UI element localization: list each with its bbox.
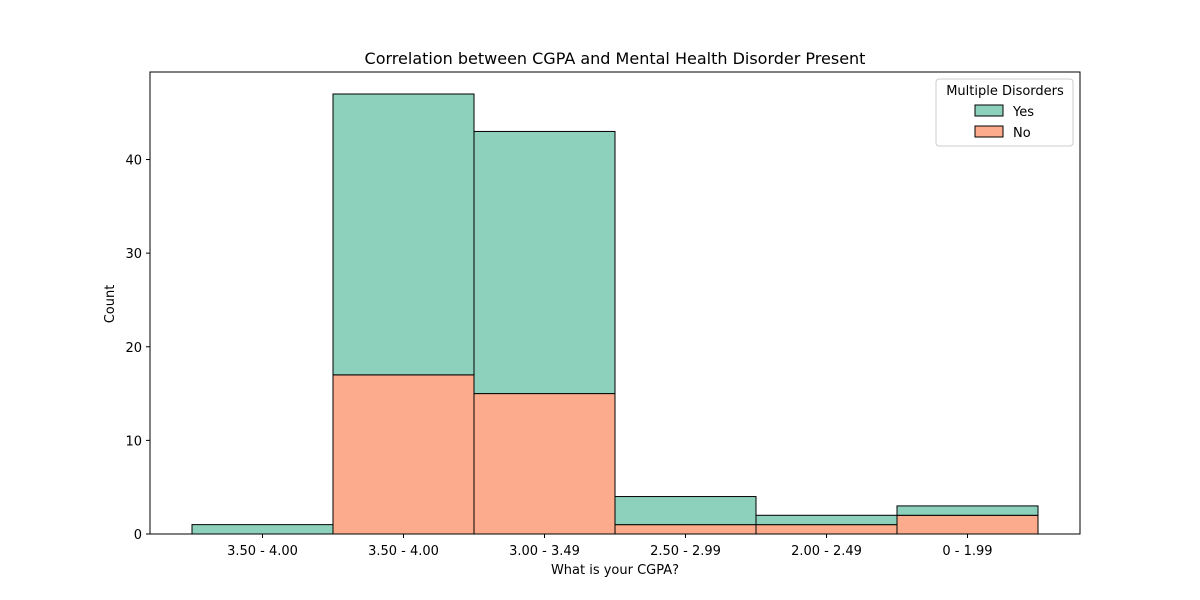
bar-no-4 [755,524,898,535]
bar-yes-2 [473,130,616,395]
bar-yes-3 [614,496,757,526]
bar-no-5 [896,514,1039,535]
bar-yes-1 [332,93,475,376]
x-tick-label-1: 3.50 - 4.00 [368,544,439,559]
x-tick-label-4: 2.00 - 2.49 [791,544,862,559]
bar-no-3 [614,524,757,535]
bar-yes-5 [896,505,1039,516]
x-tick-label-3: 2.50 - 2.99 [650,544,721,559]
bar-no-1 [332,374,475,535]
legend-swatch-yes [974,104,1004,117]
y-tick-label-0: 0 [134,528,142,543]
legend: Multiple Disorders Yes No [935,78,1074,147]
bar-yes-0 [191,524,334,535]
y-tick-label-4: 40 [125,154,142,169]
x-tick-label-5: 0 - 1.99 [942,544,992,559]
legend-frame [935,78,1074,147]
legend-swatch-no [974,125,1004,138]
legend-label-yes: Yes [1012,105,1034,120]
bar-no-2 [473,393,616,535]
y-ticks: 0 10 20 30 40 [125,154,150,543]
x-tick-label-0: 3.50 - 4.00 [227,544,298,559]
bar-yes-4 [755,514,898,526]
x-tick-label-2: 3.00 - 3.49 [509,544,580,559]
y-tick-label-2: 20 [125,341,142,356]
legend-title: Multiple Disorders [946,84,1064,99]
chart-title: Correlation between CGPA and Mental Heal… [365,49,866,68]
y-tick-label-1: 10 [125,434,142,449]
y-tick-label-3: 30 [125,247,142,262]
bars-group [191,93,1039,535]
plot-frame [149,71,1081,535]
x-ticks: 3.50 - 4.00 3.50 - 4.00 3.00 - 3.49 2.50 - … [227,534,993,559]
legend-label-no: No [1013,126,1031,141]
x-axis-label: What is your CGPA? [551,563,679,578]
y-axis-label: Count [103,285,118,324]
